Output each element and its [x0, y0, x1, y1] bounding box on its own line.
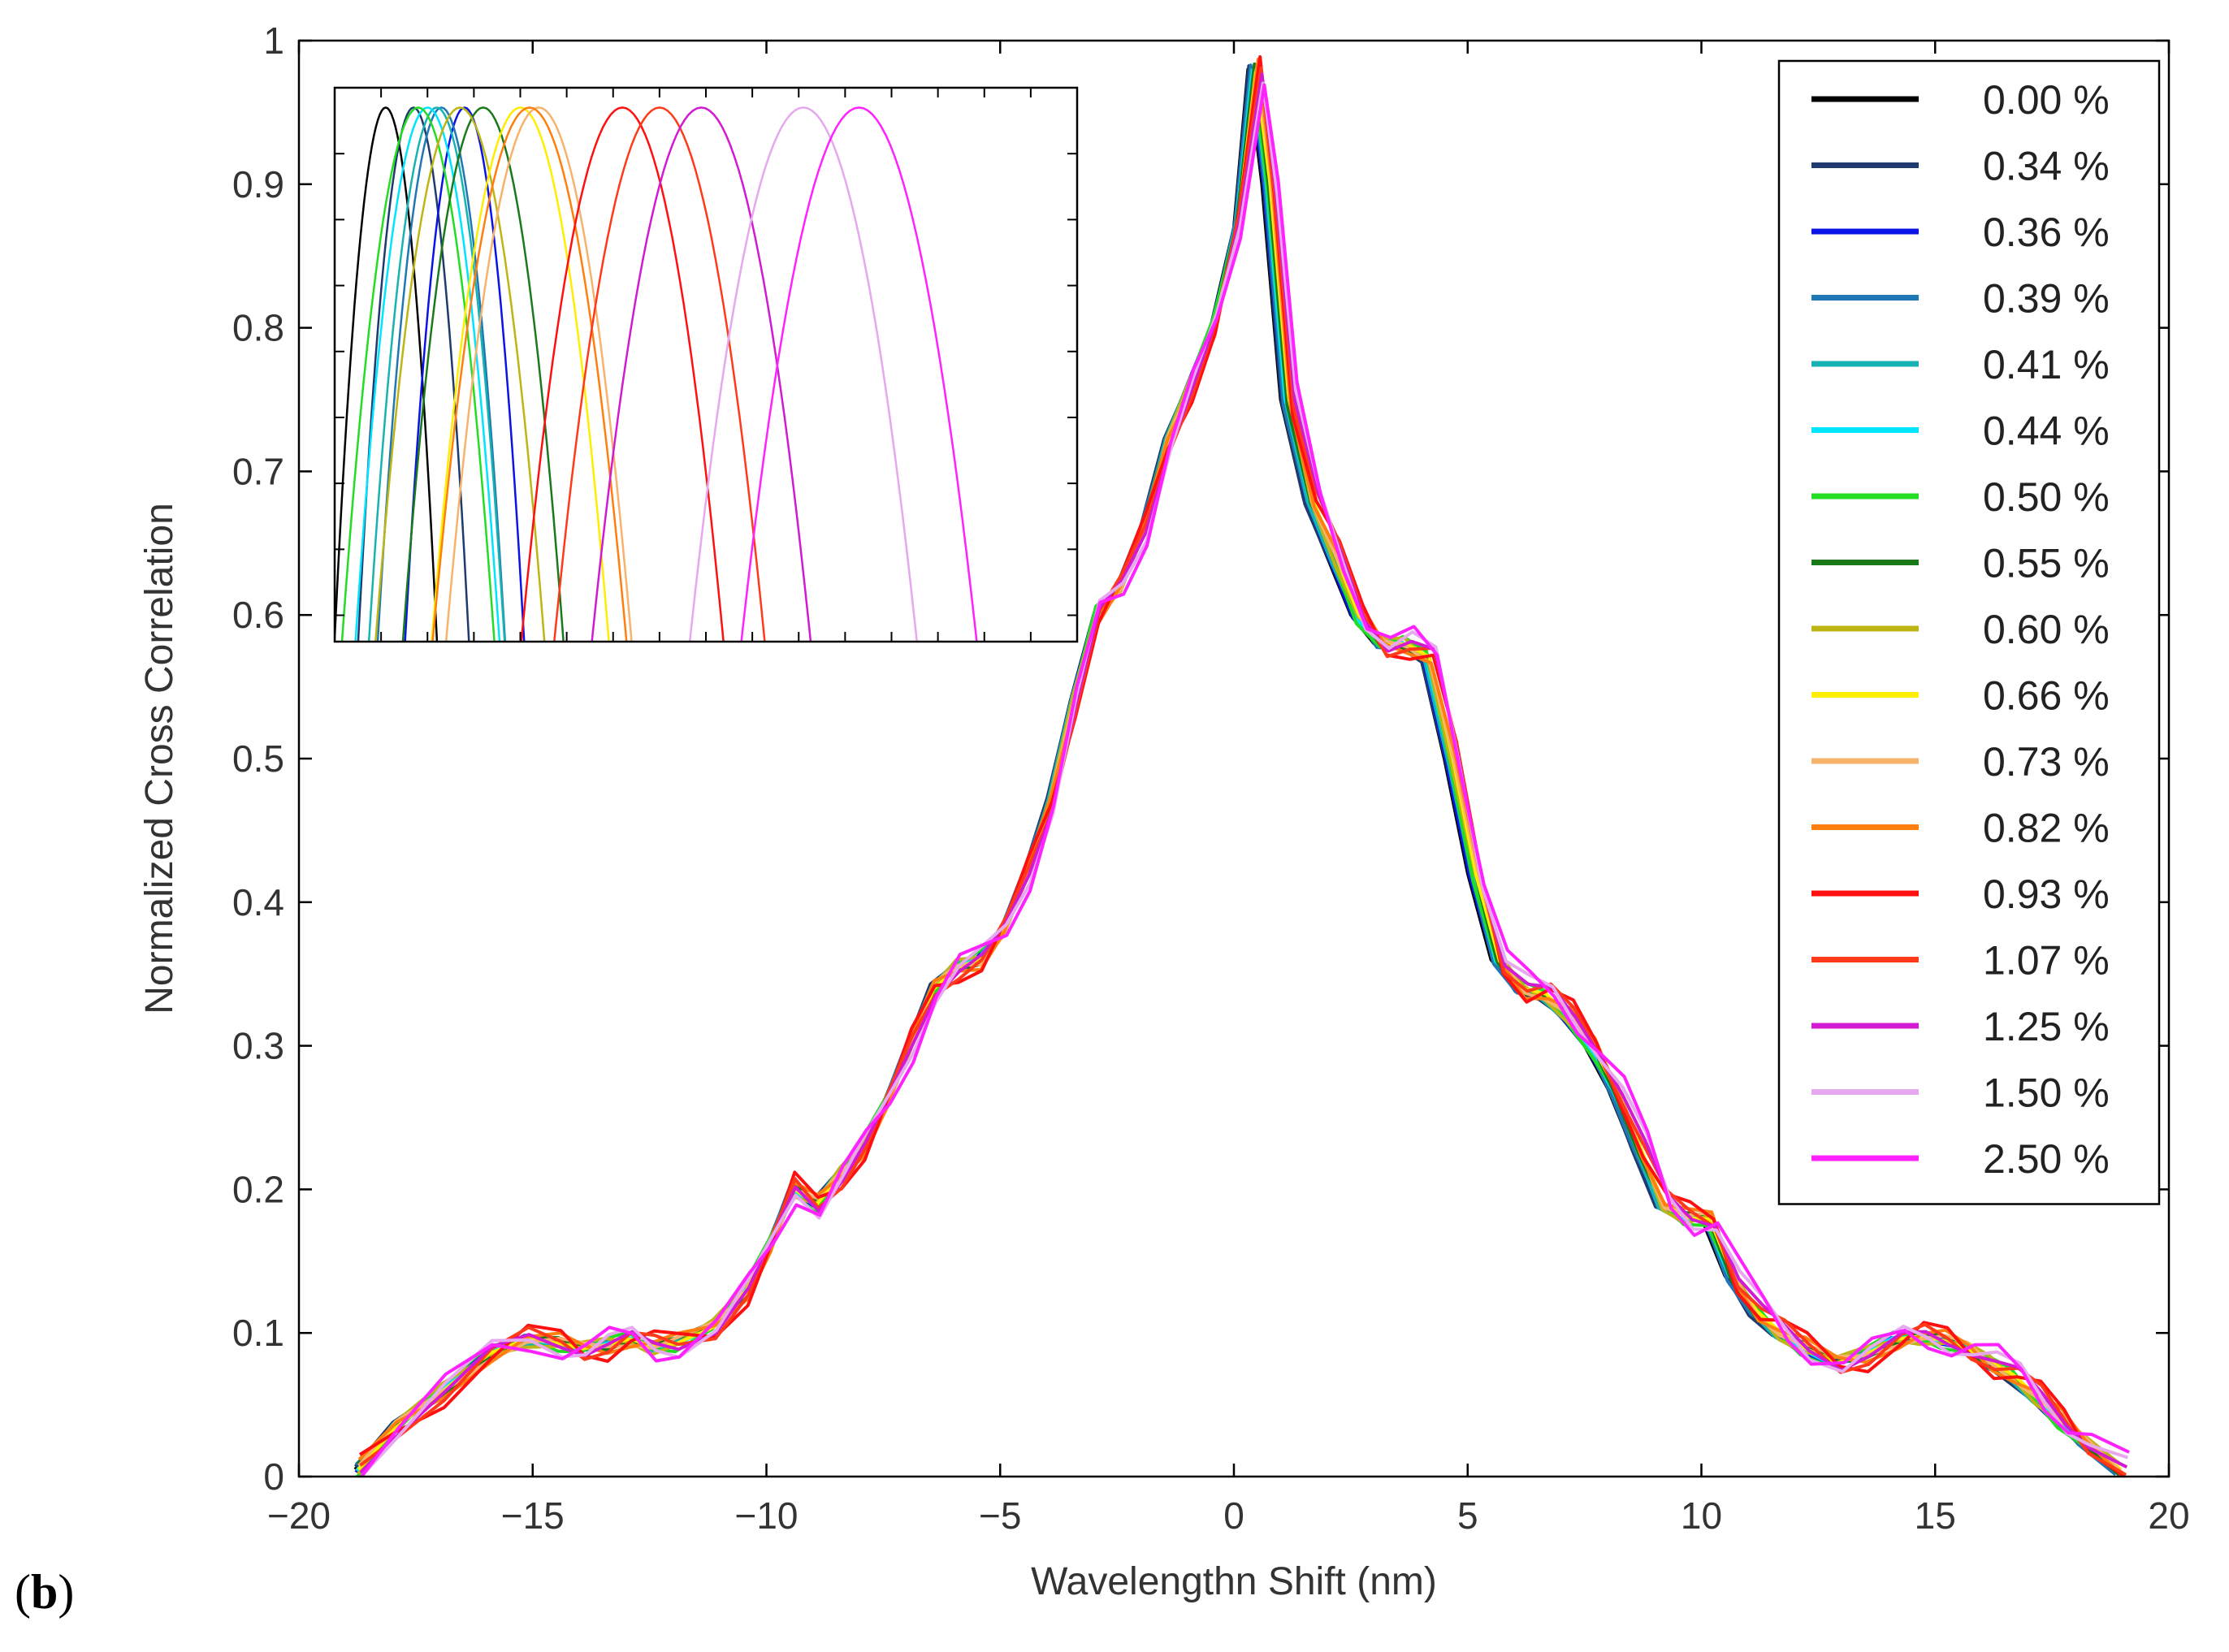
- inset-series-line: [591, 106, 812, 642]
- inset-series-line: [553, 106, 766, 642]
- x-tick-label: 20: [2148, 1494, 2189, 1537]
- legend-entry-label: 0.60 %: [1983, 607, 2110, 652]
- legend-entry-label: 0.00 %: [1983, 77, 2110, 123]
- legend-entry-label: 0.73 %: [1983, 739, 2110, 785]
- y-tick-label: 0.1: [232, 1312, 284, 1354]
- x-tick-label: 0: [1223, 1494, 1244, 1537]
- inset-series-line: [688, 106, 918, 642]
- inset-plot: [333, 86, 1079, 643]
- inset-background: [335, 88, 1077, 642]
- legend-entry-label: 0.39 %: [1983, 276, 2110, 322]
- inset-series-line: [374, 106, 546, 642]
- x-tick-label: 5: [1457, 1494, 1478, 1537]
- inset-series-line: [431, 106, 628, 642]
- legend: 0.00 % 0.34 % 0.36 % 0.39 % 0.41 % 0.44 % 0.50…: [1777, 59, 2161, 1205]
- x-tick-label: 10: [1681, 1494, 1722, 1537]
- y-tick-label: 0.6: [232, 594, 284, 636]
- x-tick-label: −15: [501, 1494, 565, 1537]
- legend-entry-label: 1.50 %: [1983, 1070, 2110, 1116]
- legend-entry-label: 2.50 %: [1983, 1136, 2110, 1182]
- inset-series-line: [357, 106, 470, 642]
- legend-entry-label: 0.82 %: [1983, 806, 2110, 851]
- inset-series-line: [367, 106, 506, 642]
- legend-entry-label: 0.93 %: [1983, 871, 2110, 917]
- legend-entry-label: 0.41 %: [1983, 342, 2110, 387]
- panel-label-letter: b: [31, 1565, 58, 1619]
- x-tick-label: −10: [734, 1494, 798, 1537]
- panel-label-open: (: [15, 1565, 31, 1619]
- inset-series-line: [335, 106, 439, 642]
- y-tick-label: 0.5: [232, 737, 284, 780]
- inset-curves: [335, 106, 978, 642]
- x-tick-label: −20: [267, 1494, 331, 1537]
- legend-entry-label: 0.55 %: [1983, 541, 2110, 586]
- inset-series-line: [354, 106, 501, 642]
- inset-series-line: [340, 106, 496, 642]
- x-tick-label: 15: [1915, 1494, 1956, 1537]
- y-tick-label: 0.2: [232, 1168, 284, 1210]
- y-axis-label: Normalized Cross Correlation: [138, 503, 181, 1014]
- inset-series-line: [740, 106, 978, 642]
- legend-entry-label: 0.36 %: [1983, 210, 2110, 255]
- main-series-group: [353, 55, 2130, 1478]
- legend-entry-label: 1.25 %: [1983, 1004, 2110, 1049]
- legend-entry-label: 0.44 %: [1983, 409, 2110, 454]
- inset-series-line: [444, 106, 633, 642]
- inset-series-line: [401, 106, 565, 642]
- inset-series-line: [520, 106, 725, 642]
- legend-box: [1777, 59, 2161, 1205]
- y-tick-label: 0.4: [232, 881, 284, 923]
- panel-label-close: ): [58, 1565, 74, 1619]
- y-tick-label: 0.9: [232, 163, 284, 205]
- legend-entry-label: 1.07 %: [1983, 938, 2110, 984]
- inset-series-line: [404, 106, 526, 642]
- legend-entry-label: 0.50 %: [1983, 474, 2110, 520]
- main-axes-group: −20 −15 −10 −5 0 5 10 15 20 0 0.1 0.2 0.3 0.4 0.5 0.6 0.…: [232, 19, 2190, 1537]
- series-line: [360, 83, 2130, 1478]
- inset-series-line: [376, 106, 507, 642]
- y-tick-label: 1: [263, 19, 284, 62]
- y-tick-label: 0.8: [232, 307, 284, 349]
- inset-series-line: [431, 106, 610, 642]
- legend-entry-label: 0.66 %: [1983, 673, 2110, 719]
- x-axis-label: Wavelengthn Shift (nm): [1031, 1560, 1437, 1603]
- y-tick-label: 0.7: [232, 450, 284, 492]
- panel-label: (b): [15, 1565, 74, 1619]
- x-tick-label: −5: [979, 1494, 1021, 1537]
- y-tick-label: 0.3: [232, 1025, 284, 1067]
- y-tick-label: 0: [263, 1455, 284, 1498]
- legend-entry-label: 0.34 %: [1983, 144, 2110, 189]
